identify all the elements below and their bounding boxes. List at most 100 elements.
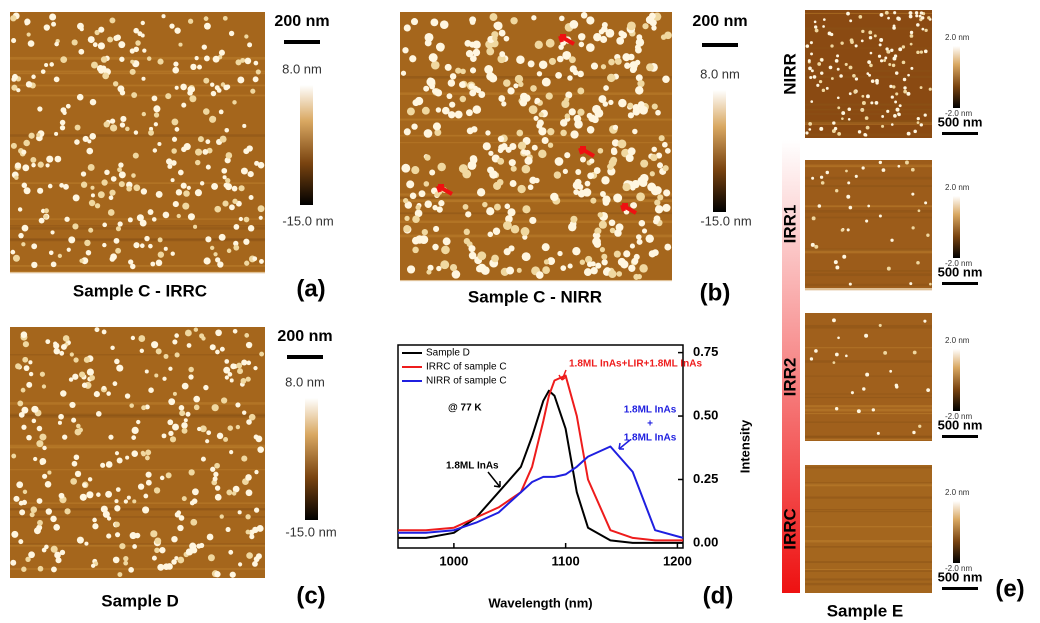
afm-grain	[59, 493, 65, 499]
afm-grain	[493, 228, 500, 235]
afm-grain	[178, 43, 182, 47]
afm-grain	[547, 128, 554, 135]
afm-grain	[866, 72, 869, 75]
afm-grain	[618, 258, 626, 266]
afm-streak	[400, 235, 672, 238]
annotation: @ 77 K	[448, 403, 482, 414]
series-line	[398, 376, 683, 541]
afm-grain	[572, 247, 580, 255]
afm-grain	[88, 36, 95, 43]
afm-grain	[125, 393, 130, 398]
afm-grain	[119, 543, 125, 549]
afm-grain	[147, 56, 151, 60]
afm-grain	[103, 511, 110, 518]
afm-grain	[165, 93, 171, 99]
afm-streak	[805, 409, 932, 412]
afm-grain	[539, 60, 548, 69]
afm-grain	[111, 176, 117, 182]
afm-grain	[910, 67, 913, 70]
afm-grain	[662, 142, 668, 148]
panel-label: (a)	[296, 275, 325, 302]
afm-grain	[652, 103, 658, 109]
afm-grain	[18, 233, 23, 238]
afm-grain	[855, 175, 858, 178]
afm-grain	[865, 134, 868, 137]
afm-grain	[22, 183, 28, 189]
afm-grain	[580, 260, 585, 265]
afm-grain	[62, 111, 66, 115]
afm-grain	[642, 228, 647, 233]
afm-grain	[532, 145, 538, 151]
afm-grain	[586, 16, 594, 24]
afm-grain	[93, 42, 98, 47]
afm-grain	[90, 99, 96, 105]
afm-streak	[805, 121, 932, 124]
afm-grain	[177, 525, 183, 531]
afm-grain	[628, 147, 636, 155]
afm-grain	[829, 66, 833, 70]
afm-grain	[435, 191, 441, 197]
afm-grain	[129, 403, 134, 408]
afm-grain	[887, 17, 890, 20]
afm-grain	[486, 207, 494, 215]
afm-grain	[613, 194, 622, 203]
afm-grain	[53, 524, 60, 531]
afm-image	[805, 10, 932, 138]
afm-grain	[424, 155, 430, 161]
afm-grain	[639, 220, 646, 227]
afm-grain	[589, 158, 594, 163]
afm-grain	[909, 282, 912, 285]
afm-grain	[51, 22, 56, 27]
afm-grain	[910, 43, 913, 46]
afm-grain	[96, 411, 102, 417]
colorbar-max: 2.0 nm	[945, 183, 970, 192]
afm-grain	[909, 15, 913, 19]
afm-grain	[555, 72, 562, 79]
afm-grain	[559, 16, 565, 22]
afm-grain	[845, 63, 848, 66]
afm-grain	[600, 247, 605, 252]
afm-grain	[11, 143, 17, 149]
afm-grain	[142, 506, 149, 513]
y-tick-label: 0.75	[693, 344, 718, 359]
afm-grain	[538, 150, 546, 158]
afm-grain	[832, 121, 835, 124]
afm-streak	[805, 185, 932, 187]
afm-grain	[256, 69, 261, 74]
afm-grain	[72, 39, 78, 45]
afm-grain	[203, 385, 208, 390]
afm-grain	[522, 165, 531, 174]
afm-grain	[114, 522, 120, 528]
afm-grain	[808, 128, 811, 131]
afm-grain	[154, 487, 160, 493]
afm-streak	[805, 413, 932, 414]
afm-grain	[499, 51, 505, 57]
afm-grain	[74, 454, 80, 460]
afm-streak	[10, 227, 265, 229]
afm-grain	[133, 184, 140, 191]
afm-grain	[447, 93, 453, 99]
afm-grain	[51, 566, 57, 572]
afm-grain	[436, 107, 441, 112]
afm-grain	[215, 485, 220, 490]
afm-grain	[858, 15, 862, 19]
afm-grain	[117, 572, 122, 577]
afm-grain	[568, 264, 573, 269]
afm-grain	[564, 97, 569, 102]
afm-grain	[536, 123, 542, 129]
afm-grain	[517, 185, 525, 193]
afm-grain	[403, 225, 410, 232]
afm-grain	[101, 179, 107, 185]
afm-grain	[535, 41, 543, 49]
afm-grain	[412, 99, 419, 106]
afm-streak	[10, 469, 265, 470]
afm-grain	[82, 383, 87, 388]
afm-streak	[805, 439, 932, 440]
afm-grain	[178, 170, 184, 176]
afm-grain	[633, 104, 640, 111]
afm-grain	[148, 244, 153, 249]
afm-grain	[861, 108, 864, 111]
afm-grain	[820, 71, 823, 74]
afm-grain	[809, 76, 812, 79]
afm-grain	[494, 21, 503, 30]
